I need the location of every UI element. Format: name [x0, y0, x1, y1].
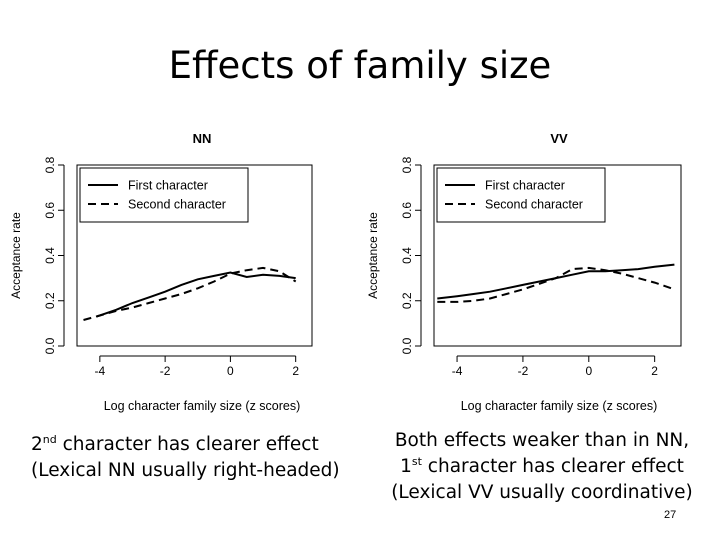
x-tick-label: -2 [518, 364, 529, 378]
x-axis-label: Log character family size (z scores) [104, 399, 301, 413]
x-axis-label: Log character family size (z scores) [461, 399, 658, 413]
y-tick-label: 0.2 [400, 292, 414, 309]
y-tick-label: 0.8 [400, 156, 414, 173]
legend-label: Second character [128, 198, 226, 212]
caption-right: Both effects weaker than in NN, 1st char… [372, 428, 712, 506]
legend-label: First character [485, 179, 565, 193]
caption-left-ordinal-suffix: nd [42, 432, 57, 446]
x-tick-label: -4 [95, 364, 106, 378]
y-axis-label: Acceptance rate [366, 212, 380, 299]
x-tick-label: -2 [160, 364, 171, 378]
caption-right-line2: 1st character has clearer effect [372, 454, 712, 480]
x-tick-label: -4 [452, 364, 463, 378]
caption-left-line2: (Lexical NN usually right-headed) [31, 460, 340, 481]
x-tick-label: 0 [585, 364, 592, 378]
caption-left: 2nd character has clearer effect (Lexica… [31, 432, 371, 484]
page-number: 27 [664, 509, 677, 521]
caption-right-line1: Both effects weaker than in NN, [394, 430, 690, 451]
y-tick-label: 0.2 [43, 292, 57, 309]
caption-right-text: character has clearer effect [421, 456, 684, 477]
legend-label: First character [128, 179, 208, 193]
chart-vv: VV 0.0 0.2 0.4 0.6 0.8 Acceptance rate -4 -2 0 2 Lo… [366, 131, 682, 413]
caption-left-ordinal: 2 [31, 434, 43, 455]
series-line-second-character [437, 266, 675, 303]
y-tick-label: 0.0 [43, 337, 57, 354]
series-line-second-character [83, 266, 297, 321]
y-tick-label: 0.8 [43, 156, 57, 173]
chart-nn: NN 0.0 0.2 0.4 0.6 0.8 Acceptance rate -4 -2 0 2 Lo… [9, 131, 313, 413]
legend-box [79, 167, 249, 223]
y-axis-label: Acceptance rate [9, 212, 23, 299]
y-tick-label: 0.4 [43, 247, 57, 264]
slide-title: Effects of family size [168, 44, 552, 87]
plot-frame [76, 164, 313, 347]
legend-label: Second character [485, 198, 583, 212]
x-tick-label: 2 [651, 364, 658, 378]
caption-left-text: character has clearer effect [56, 434, 319, 455]
chart-title: VV [550, 131, 568, 146]
series-line-first-character [96, 271, 296, 318]
x-tick-label: 0 [227, 364, 234, 378]
y-tick-label: 0.4 [400, 247, 414, 264]
series-line-first-character [437, 263, 675, 300]
legend-box [436, 167, 606, 223]
caption-right-ordinal-suffix: st [411, 454, 422, 468]
y-tick-label: 0.6 [43, 202, 57, 219]
chart-title: NN [193, 131, 212, 146]
y-tick-label: 0.6 [400, 202, 414, 219]
caption-left-line1: 2nd character has clearer effect [31, 432, 371, 458]
x-tick-label: 2 [292, 364, 299, 378]
y-tick-label: 0.0 [400, 337, 414, 354]
plot-frame [433, 164, 682, 347]
caption-right-ordinal: 1 [400, 456, 412, 477]
caption-right-line3: (Lexical VV usually coordinative) [391, 482, 693, 503]
